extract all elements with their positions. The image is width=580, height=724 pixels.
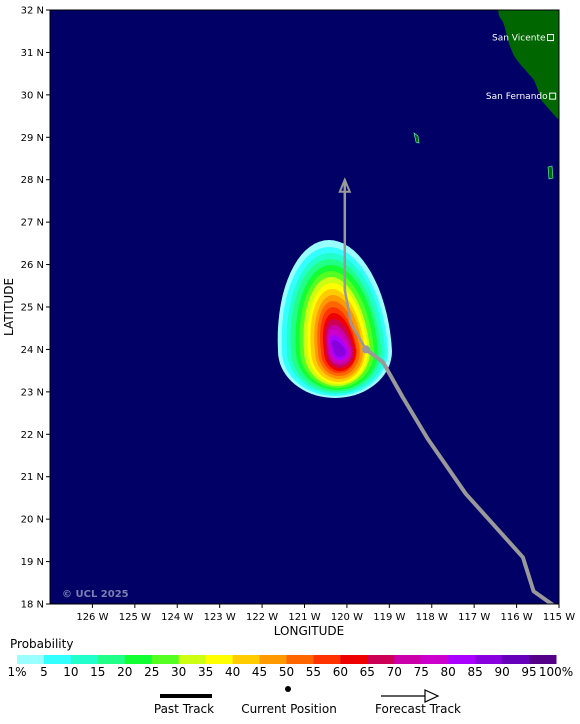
scale-label: 60 [333,665,348,679]
scale-label: 10 [63,665,78,679]
forecast-track-symbol [381,689,440,703]
scale-label: 85 [467,665,482,679]
latitude-tick-label: 31 N [21,48,44,59]
longitude-tick-label: 115 W [543,612,575,623]
longitude-axis: 126 W 125 W 124 W 123 W 122 W 121 W 120 W 119 W… [76,604,575,623]
scale-swatch [97,655,126,664]
scale-label: 40 [225,665,240,679]
island [413,132,420,144]
scale-label: 15 [90,665,105,679]
scale-swatch [124,655,153,664]
scale-swatch [178,655,207,664]
scale-label: 45 [252,665,267,679]
latitude-tick-label: 27 N [21,218,44,229]
scale-swatch [17,655,45,664]
storm-track [338,177,556,604]
latitude-tick-label: 32 N [21,6,44,17]
scale-swatch [232,655,261,664]
probability-contour [331,340,346,357]
scale-swatch [367,655,395,664]
past-track-line [364,347,556,604]
latitude-tick-label: 26 N [21,260,44,271]
longitude-axis-title: LONGITUDE [274,624,344,638]
longitude-tick-label: 117 W [458,612,490,623]
scale-label: 95 [521,665,536,679]
latitude-tick-label: 19 N [21,557,44,568]
longitude-tick-label: 122 W [246,612,278,623]
city-marker [549,92,557,100]
scale-swatch [340,655,368,664]
scale-label: 80 [441,665,456,679]
scale-swatch [421,655,449,664]
longitude-tick-label: 124 W [161,612,193,623]
longitude-tick-label: 125 W [119,612,151,623]
latitude-tick-label: 24 N [21,345,44,356]
latitude-tick-label: 28 N [21,175,44,186]
scale-label: 100% [539,665,573,679]
scale-label: 65 [360,665,375,679]
legend-key: Past Track Current Position Forecast Tra… [154,686,461,716]
latitude-tick-label: 30 N [21,90,44,101]
scale-label: 30 [171,665,186,679]
scale-swatch [205,655,234,664]
scale-label: 35 [198,665,213,679]
latitude-axis: 18 N 19 N 20 N 21 N 22 N 23 N 24 N 25 N 26 N 27 N… [21,6,50,611]
scale-label: 20 [117,665,132,679]
forecast-track-line [343,179,368,351]
scale-swatch [43,655,72,664]
scale-swatch [502,655,530,664]
current-position-label: Current Position [241,702,337,716]
longitude-tick-label: 123 W [204,612,236,623]
longitude-tick-label: 126 W [76,612,108,623]
probability-color-scale: 1% 5 10 15 20 25 30 35 40 45 50 55 60 65 70 75 80 85 90 95 1… [7,655,573,679]
scale-swatch [70,655,99,664]
scale-swatch [286,655,314,664]
copyright-label: © UCL 2025 [62,589,129,600]
past-track-label: Past Track [154,702,214,716]
latitude-tick-label: 22 N [21,430,44,441]
land-layer [413,10,559,180]
scale-label: 70 [387,665,402,679]
legend-title: Probability [10,637,74,651]
city-marker [547,34,555,42]
latitude-tick-label: 18 N [21,600,44,611]
longitude-tick-label: 118 W [416,612,448,623]
current-position-symbol [285,686,291,692]
city-label: San Vicente [492,34,546,44]
longitude-tick-label: 119 W [373,612,405,623]
island [547,165,554,180]
latitude-tick-label: 25 N [21,303,44,314]
scale-swatch [313,655,341,664]
forecast-arrowhead [338,177,352,193]
latitude-axis-title: LATITUDE [2,278,16,336]
scale-label: 5 [40,665,48,679]
latitude-tick-label: 29 N [21,133,44,144]
scale-swatch [529,655,557,664]
latitude-tick-label: 21 N [21,472,44,483]
scale-swatch [151,655,180,664]
longitude-tick-label: 116 W [501,612,533,623]
scale-label: 50 [279,665,294,679]
latitude-tick-label: 23 N [21,387,44,398]
latitude-tick-label: 20 N [21,515,44,526]
scale-swatch [259,655,287,664]
longitude-tick-label: 120 W [331,612,363,623]
longitude-tick-label: 121 W [288,612,320,623]
scale-label: 75 [414,665,429,679]
forecast-track-label: Forecast Track [375,702,461,716]
city-label: San Fernando [486,92,548,102]
scale-swatch [448,655,476,664]
scale-label: 90 [494,665,509,679]
city-markers: San Vicente San Fernando [486,34,557,102]
scale-swatch [394,655,422,664]
current-position-marker [362,345,371,354]
scale-label: 1% [7,665,26,679]
scale-swatch [475,655,503,664]
scale-label: 25 [144,665,159,679]
baja-california-land [486,10,559,120]
scale-label: 55 [306,665,321,679]
